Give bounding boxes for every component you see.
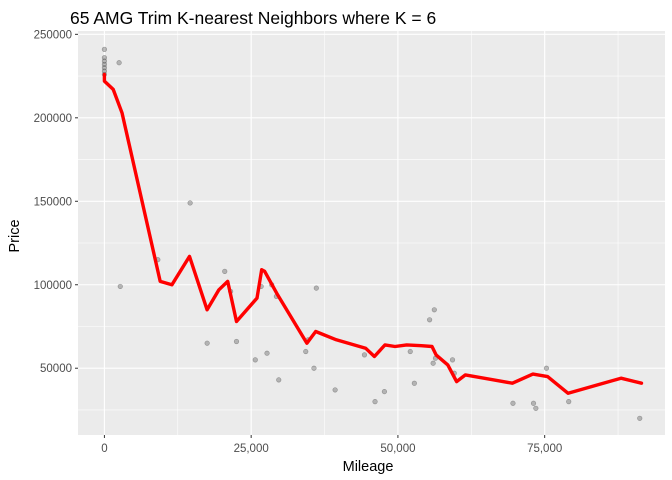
data-point <box>430 360 436 366</box>
y-tick-label: 200000 <box>34 113 72 125</box>
data-point <box>303 348 309 355</box>
data-point <box>264 350 270 356</box>
data-point <box>117 283 123 290</box>
data-point <box>427 317 433 323</box>
data-point <box>276 377 282 383</box>
data-point <box>101 65 108 71</box>
x-axis-title: Mileage <box>343 459 394 475</box>
x-tick-label: 50,000 <box>380 443 415 455</box>
y-axis: 50000 100000 150000 200000 250000 <box>34 29 78 375</box>
data-point <box>407 348 413 355</box>
data-point <box>313 285 319 291</box>
data-point <box>381 388 388 395</box>
x-tick-label: 75,000 <box>527 443 562 455</box>
y-tick-label: 100000 <box>34 280 72 292</box>
data-point <box>252 357 258 363</box>
y-tick-label: 150000 <box>34 196 72 208</box>
knn-fit-line <box>102 72 644 395</box>
data-point <box>372 399 378 405</box>
data-point <box>233 338 240 345</box>
y-tick-label: 250000 <box>34 29 72 41</box>
y-axis-title: Price <box>7 219 23 252</box>
plot-panel <box>78 31 665 435</box>
data-point <box>543 365 550 371</box>
data-point <box>566 399 572 405</box>
x-axis: 0 25,000 50,000 75,000 <box>101 435 562 455</box>
data-point <box>637 415 643 421</box>
data-point <box>361 352 368 358</box>
data-point <box>431 307 437 313</box>
data-point <box>510 400 516 406</box>
data-point <box>411 380 417 386</box>
data-point <box>101 55 108 61</box>
x-tick-label: 25,000 <box>234 443 269 455</box>
data-point <box>332 387 338 393</box>
panel-background <box>78 31 665 435</box>
data-point <box>101 46 108 52</box>
chart-title: 65 AMG Trim K-nearest Neighbors where K … <box>70 8 436 28</box>
data-point <box>101 58 108 64</box>
data-point <box>533 405 539 411</box>
data-point <box>222 268 228 274</box>
y-tick-label: 50000 <box>40 363 72 375</box>
data-point <box>530 400 537 406</box>
data-point <box>187 200 193 206</box>
data-point <box>101 61 108 67</box>
x-tick-label: 0 <box>101 443 107 455</box>
data-point <box>116 60 122 66</box>
data-point <box>449 357 456 363</box>
data-point <box>204 340 210 346</box>
data-point <box>311 365 317 371</box>
